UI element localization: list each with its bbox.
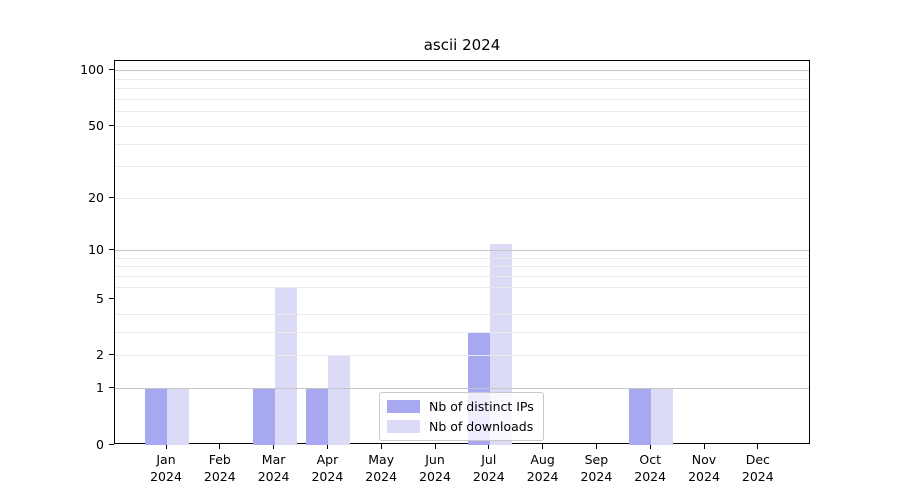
legend-label-nb-of-downloads: Nb of downloads	[429, 419, 534, 434]
y-tick-mark-5	[109, 298, 114, 300]
x-tick-label-feb-2024: Feb 2024	[203, 452, 236, 484]
x-tick-mark-sep-2024	[595, 444, 597, 449]
bar-nb-of-distinct-ips-oct-2024	[629, 388, 652, 445]
x-tick-mark-oct-2024	[649, 444, 651, 449]
x-tick-mark-apr-2024	[326, 444, 328, 449]
y-tick-label-20: 20	[88, 189, 104, 205]
y-tick-label-5: 5	[96, 291, 104, 307]
y-tick-label-0: 0	[96, 436, 104, 452]
legend-swatch-icon-nb-of-distinct-ips	[387, 400, 420, 413]
minor-gridline-7	[115, 275, 809, 277]
y-tick-label-50: 50	[88, 117, 104, 133]
minor-gridline-8	[115, 266, 809, 268]
y-tick-label-10: 10	[88, 242, 104, 258]
y-tick-mark-10	[109, 249, 114, 251]
bar-nb-of-distinct-ips-apr-2024	[306, 388, 329, 445]
y-tick-mark-1	[109, 387, 114, 389]
minor-gridline-90	[115, 78, 809, 80]
y-tick-mark-0	[109, 443, 114, 445]
bar-nb-of-downloads-mar-2024	[274, 287, 297, 445]
minor-gridline-9	[115, 257, 809, 259]
x-tick-mark-jun-2024	[434, 444, 436, 449]
y-tick-label-1: 1	[96, 380, 104, 396]
x-tick-mark-may-2024	[380, 444, 382, 449]
major-gridline-10	[115, 250, 809, 252]
legend-item-nb-of-downloads: Nb of downloads	[387, 418, 534, 435]
bar-nb-of-downloads-jan-2024	[167, 388, 189, 445]
bar-nb-of-downloads-apr-2024	[328, 355, 351, 445]
minor-gridline-60	[115, 111, 809, 113]
y-tick-mark-20	[109, 196, 114, 198]
y-tick-mark-50	[109, 124, 114, 126]
x-tick-label-nov-2024: Nov 2024	[688, 452, 720, 484]
legend-item-nb-of-distinct-ips: Nb of distinct IPs	[387, 398, 534, 415]
legend: Nb of distinct IPs Nb of downloads	[379, 392, 544, 441]
bar-nb-of-distinct-ips-mar-2024	[252, 388, 275, 445]
x-tick-mark-aug-2024	[542, 444, 544, 449]
x-tick-label-aug-2024: Aug 2024	[526, 452, 559, 484]
x-tick-mark-nov-2024	[703, 444, 705, 449]
bar-nb-of-downloads-oct-2024	[651, 388, 674, 445]
plot-inner	[115, 61, 809, 445]
major-gridline-100	[115, 70, 809, 72]
x-tick-label-oct-2024: Oct 2024	[634, 452, 667, 484]
plot-area	[114, 60, 810, 445]
x-tick-label-sep-2024: Sep 2024	[580, 452, 613, 484]
minor-gridline-6	[115, 286, 809, 288]
x-tick-label-jan-2024: Jan 2024	[150, 452, 182, 484]
y-tick-mark-100	[109, 69, 114, 71]
minor-gridline-80	[115, 88, 809, 90]
minor-gridline-2	[115, 355, 809, 357]
x-tick-mark-dec-2024	[757, 444, 759, 449]
major-gridline-1	[115, 388, 809, 390]
bar-nb-of-distinct-ips-jan-2024	[145, 388, 167, 445]
minor-gridline-70	[115, 99, 809, 101]
legend-swatch-icon-nb-of-downloads	[387, 420, 420, 433]
x-tick-label-jun-2024: Jun 2024	[419, 452, 451, 484]
minor-gridline-20	[115, 197, 809, 199]
x-tick-mark-jul-2024	[488, 444, 490, 449]
x-tick-label-dec-2024: Dec 2024	[741, 452, 774, 484]
x-tick-label-jul-2024: Jul 2024	[472, 452, 505, 484]
minor-gridline-4	[115, 314, 809, 316]
minor-gridline-50	[115, 125, 809, 127]
minor-gridline-40	[115, 143, 809, 145]
y-tick-label-100: 100	[80, 62, 104, 78]
minor-gridline-3	[115, 332, 809, 334]
x-tick-mark-feb-2024	[219, 444, 221, 449]
legend-label-nb-of-distinct-ips: Nb of distinct IPs	[429, 399, 534, 414]
chart-title: ascii 2024	[423, 36, 501, 54]
x-tick-label-may-2024: May 2024	[365, 452, 398, 484]
x-tick-label-apr-2024: Apr 2024	[311, 452, 344, 484]
y-tick-label-2: 2	[96, 347, 104, 363]
y-tick-mark-2	[109, 354, 114, 356]
x-tick-label-mar-2024: Mar 2024	[257, 452, 290, 484]
minor-gridline-30	[115, 166, 809, 168]
x-tick-mark-jan-2024	[165, 444, 167, 449]
x-tick-mark-mar-2024	[273, 444, 275, 449]
